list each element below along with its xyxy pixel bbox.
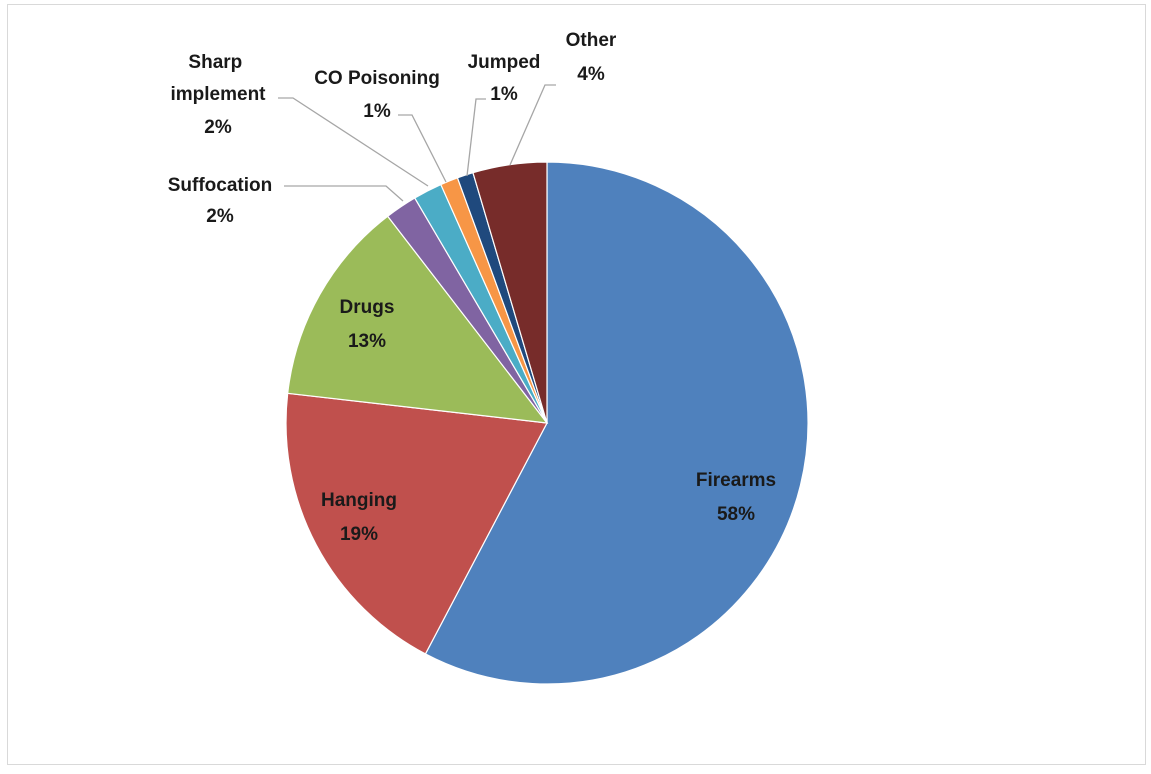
slice-label-sharp-implement-line2: implement — [170, 84, 266, 105]
slice-percent-drugs: 13% — [348, 331, 386, 352]
slice-percent-co-poisoning: 1% — [363, 101, 391, 122]
slice-percent-sharp-implement: 2% — [204, 117, 232, 138]
leader-line-suffocation — [284, 185, 404, 202]
slice-percent-firearms: 58% — [717, 504, 755, 525]
slice-percent-jumped: 1% — [490, 84, 518, 105]
slice-label-sharp-implement-line1: Sharp — [188, 52, 242, 73]
slice-percent-hanging: 19% — [340, 524, 378, 545]
slice-label-jumped: Jumped — [468, 52, 541, 73]
leader-line-jumped — [466, 98, 486, 177]
leader-line-sharp-implement — [278, 97, 429, 187]
slice-label-suffocation: Suffocation — [168, 175, 273, 196]
slice-label-drugs: Drugs — [340, 297, 395, 318]
leader-line-co-poisoning — [398, 114, 447, 183]
slice-percent-suffocation: 2% — [206, 206, 234, 227]
slice-label-co-poisoning: CO Poisoning — [314, 68, 440, 89]
leader-lines — [278, 84, 556, 202]
slice-label-hanging: Hanging — [321, 490, 397, 511]
pie-slice-firearms — [424, 161, 809, 685]
pie-slices — [285, 161, 809, 685]
slice-label-firearms: Firearms — [696, 470, 776, 491]
pie-slice-hanging — [285, 392, 548, 655]
slice-label-sharp-implement: Sharp implement — [170, 52, 266, 105]
pie-slice-drugs — [287, 215, 549, 424]
slice-percent-other: 4% — [577, 64, 605, 85]
slice-label-other: Other — [566, 30, 617, 51]
leader-line-other — [509, 84, 556, 166]
